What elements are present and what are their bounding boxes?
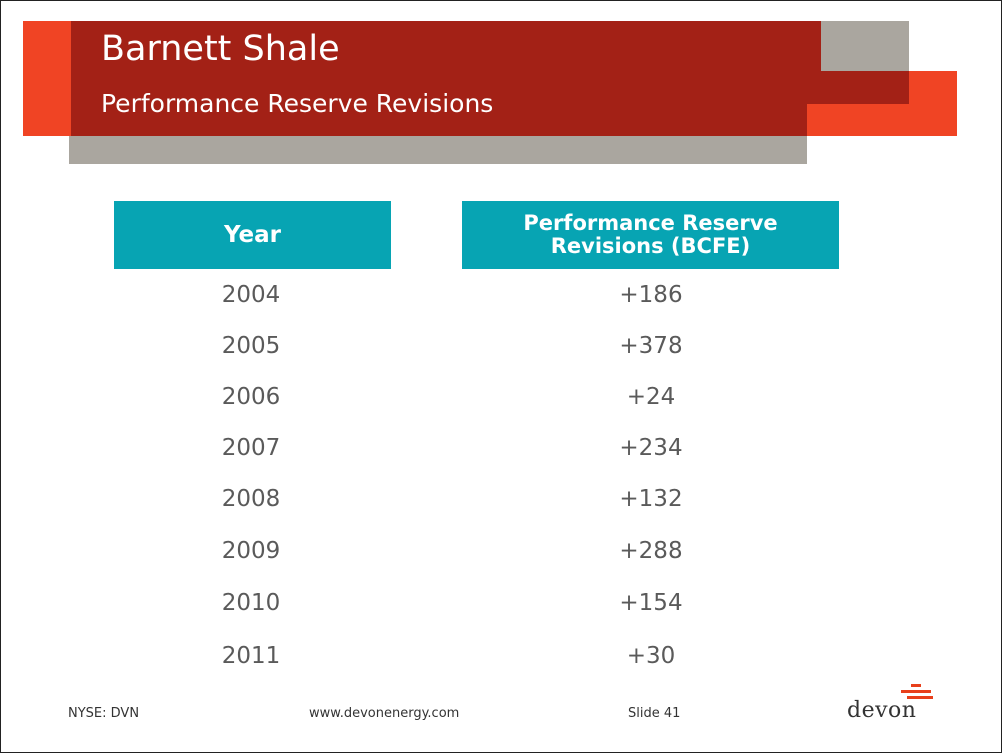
footer-website: www.devonenergy.com (309, 706, 460, 721)
column-header-revisions-line1: Performance Reserve (523, 211, 778, 235)
page-subtitle: Performance Reserve Revisions (101, 89, 494, 118)
page-title: Barnett Shale (101, 29, 340, 69)
column-header-year: Year (114, 201, 391, 269)
table-cell-year: 2007 (221, 435, 281, 461)
footer-slide-number: Slide 41 (628, 706, 681, 721)
devon-logo: devon (847, 684, 937, 728)
table-cell-revision: +154 (619, 590, 683, 616)
table-cell-revision: +234 (619, 435, 683, 461)
table-cell-revision: +132 (619, 486, 683, 512)
table-cell-revision: +24 (626, 384, 676, 410)
table-cell-year: 2008 (221, 486, 281, 512)
header-orange-overlay (807, 104, 957, 136)
logo-stripe-icon (901, 690, 931, 693)
table-cell-year: 2009 (221, 538, 281, 564)
header-gray-overlay (821, 21, 909, 71)
column-header-revisions-line2: Revisions (BCFE) (550, 234, 751, 258)
column-header-revisions: Performance Reserve Revisions (BCFE) (462, 201, 839, 269)
table-cell-year: 2006 (221, 384, 281, 410)
table-cell-revision: +288 (619, 538, 683, 564)
header-orange-left (23, 21, 71, 136)
table-cell-year: 2004 (221, 282, 281, 308)
table-cell-year: 2010 (221, 590, 281, 616)
logo-stripe-icon (907, 696, 933, 699)
logo-stripe-icon (911, 684, 921, 687)
table-cell-year: 2011 (221, 643, 281, 669)
logo-text: devon (847, 698, 917, 723)
column-header-year-label: Year (223, 222, 281, 248)
table-cell-year: 2005 (221, 333, 281, 359)
table-cell-revision: +30 (626, 643, 676, 669)
footer-ticker: NYSE: DVN (68, 706, 140, 721)
header-red-step (809, 21, 821, 71)
table-cell-revision: +186 (619, 282, 683, 308)
table-cell-revision: +378 (619, 333, 683, 359)
header-red-band (71, 21, 909, 136)
